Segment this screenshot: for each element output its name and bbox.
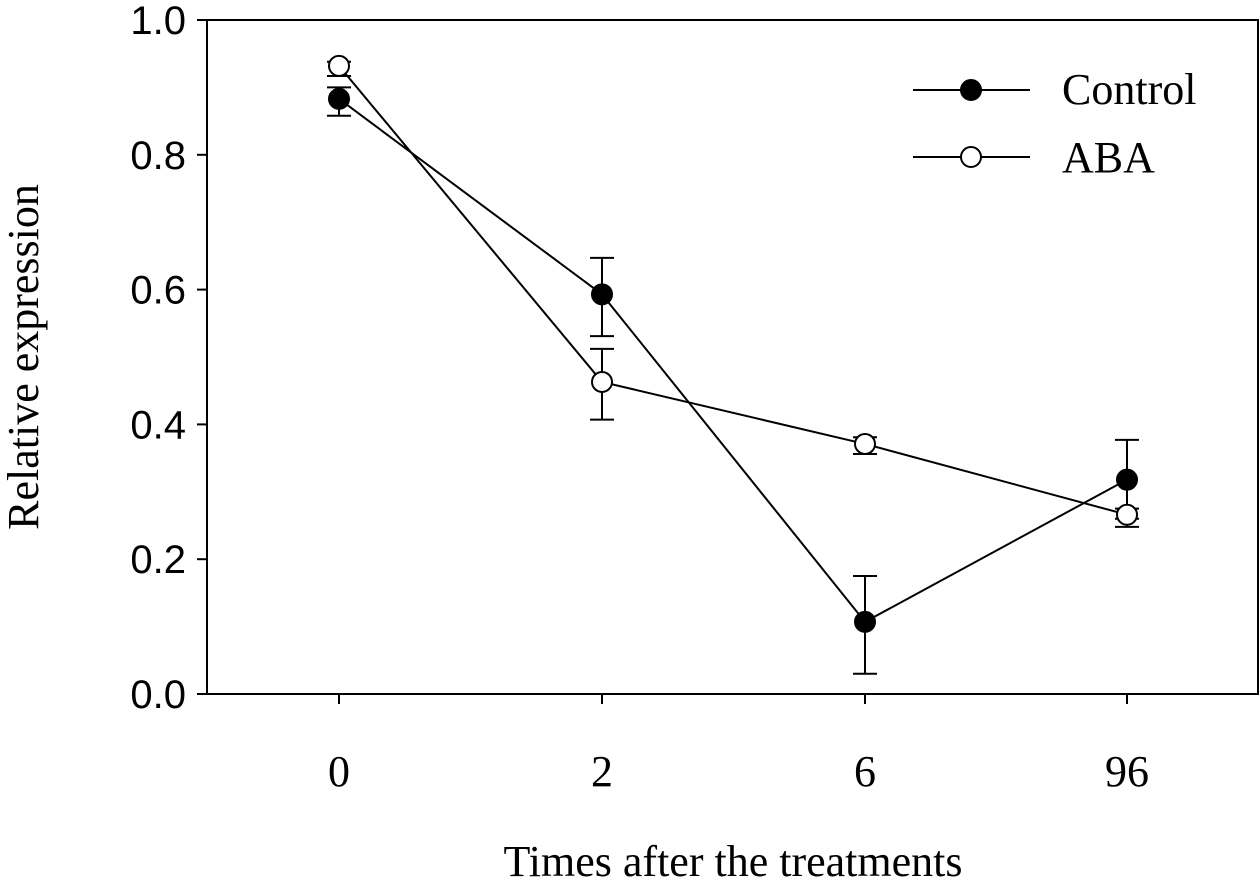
data-point bbox=[328, 87, 350, 110]
x-tick-label: 0 bbox=[328, 747, 350, 796]
series-control bbox=[327, 86, 1139, 675]
data-point bbox=[328, 54, 350, 77]
series-line bbox=[338, 65, 1128, 516]
data-point bbox=[591, 370, 613, 393]
y-tick-label: 0.2 bbox=[130, 538, 186, 582]
data-point bbox=[591, 283, 613, 306]
legend-label-aba: ABA bbox=[1062, 133, 1155, 182]
y-tick-label: 0.6 bbox=[130, 269, 186, 313]
x-axis-label: Times after the treatments bbox=[503, 837, 962, 886]
y-tick-label: 1.0 bbox=[130, 0, 186, 43]
data-point bbox=[854, 432, 876, 455]
data-point bbox=[1116, 503, 1138, 526]
x-tick-label: 2 bbox=[591, 747, 613, 796]
x-tick-label: 96 bbox=[1105, 747, 1149, 796]
legend-marker-control bbox=[960, 79, 982, 101]
legend-label-control: Control bbox=[1062, 65, 1196, 114]
y-tick-label: 0.4 bbox=[130, 403, 186, 447]
legend-marker-aba bbox=[960, 146, 982, 168]
y-tick-label: 0.0 bbox=[130, 673, 186, 717]
data-point bbox=[854, 610, 876, 633]
y-axis-label: Relative expression bbox=[0, 184, 48, 530]
data-point bbox=[1116, 468, 1138, 491]
legend: Control ABA bbox=[913, 65, 1196, 182]
series-line bbox=[338, 98, 1128, 624]
plot-frame bbox=[206, 19, 1259, 695]
markers-aba bbox=[328, 54, 1138, 526]
y-tick-label: 0.8 bbox=[130, 134, 186, 178]
x-tick-label: 6 bbox=[854, 747, 876, 796]
markers-control bbox=[328, 87, 1138, 633]
